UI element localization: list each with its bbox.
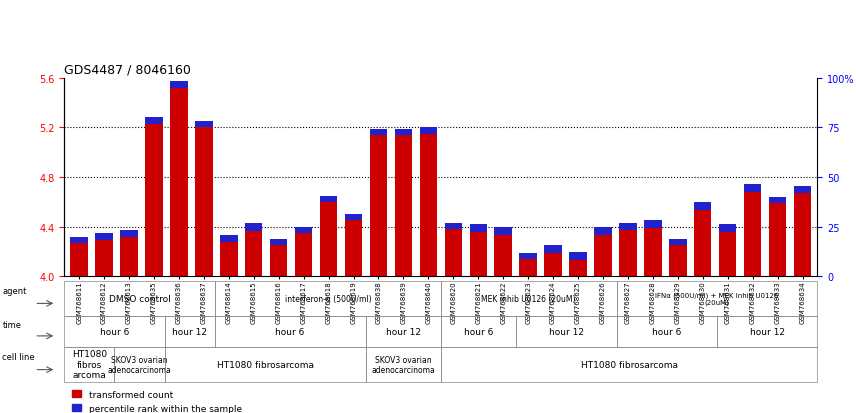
Bar	[245, 223, 263, 277]
Bar	[419, 128, 437, 277]
Text: DMSO control: DMSO control	[109, 294, 170, 303]
Bar	[419, 128, 437, 134]
Text: GDS4487 / 8046160: GDS4487 / 8046160	[64, 64, 191, 76]
Bar	[719, 225, 736, 277]
Bar	[769, 197, 787, 204]
Bar	[619, 223, 637, 277]
Bar	[669, 240, 687, 246]
Text: IFNα (500U/ml) + MEK inhib U0126
(20uM): IFNα (500U/ml) + MEK inhib U0126 (20uM)	[656, 292, 779, 305]
Text: hour 12: hour 12	[386, 327, 420, 336]
Bar	[470, 225, 487, 277]
Bar	[170, 82, 187, 277]
Bar	[270, 240, 288, 246]
Bar	[470, 225, 487, 233]
Bar	[520, 253, 537, 259]
Bar	[345, 215, 362, 277]
Text: hour 12: hour 12	[172, 327, 207, 336]
Text: HT1080 fibrosarcoma: HT1080 fibrosarcoma	[580, 360, 678, 369]
Bar	[544, 246, 562, 277]
Bar	[520, 253, 537, 277]
Bar	[195, 122, 212, 277]
Text: cell line: cell line	[3, 352, 35, 361]
Bar	[395, 129, 412, 277]
Text: hour 12: hour 12	[750, 327, 785, 336]
Bar	[794, 186, 811, 193]
Bar	[345, 215, 362, 221]
Bar	[495, 227, 512, 235]
Bar	[569, 252, 586, 260]
Text: hour 6: hour 6	[276, 327, 305, 336]
Bar	[295, 227, 312, 277]
Text: hour 6: hour 6	[464, 327, 493, 336]
Bar	[121, 231, 138, 237]
Text: hour 6: hour 6	[652, 327, 681, 336]
Bar	[644, 221, 662, 228]
Legend: transformed count, percentile rank within the sample: transformed count, percentile rank withi…	[68, 387, 246, 413]
Bar	[694, 202, 711, 277]
Bar	[220, 236, 238, 277]
Bar	[544, 246, 562, 254]
Text: HT1080
fibros
arcoma: HT1080 fibros arcoma	[72, 350, 107, 379]
Bar	[320, 196, 337, 277]
Text: agent: agent	[3, 286, 27, 295]
Bar	[594, 227, 612, 277]
Bar	[70, 237, 88, 243]
Text: hour 12: hour 12	[549, 327, 584, 336]
Bar	[95, 233, 113, 240]
Text: time: time	[3, 320, 21, 329]
Bar	[569, 252, 586, 277]
Text: hour 6: hour 6	[100, 327, 129, 336]
Bar	[444, 223, 462, 277]
Bar	[495, 227, 512, 277]
Bar	[794, 186, 811, 277]
Text: SKOV3 ovarian
adenocarcinoma: SKOV3 ovarian adenocarcinoma	[372, 355, 435, 374]
Bar	[744, 185, 761, 192]
Bar	[370, 129, 387, 277]
Text: HT1080 fibrosarcoma: HT1080 fibrosarcoma	[217, 360, 313, 369]
Bar	[744, 185, 761, 277]
Bar	[220, 236, 238, 242]
Bar	[395, 129, 412, 135]
Text: interferon-α (500U/ml): interferon-α (500U/ml)	[284, 294, 372, 303]
Bar	[95, 233, 113, 277]
Bar	[295, 227, 312, 233]
Bar	[694, 202, 711, 211]
Bar	[270, 240, 288, 277]
Bar	[146, 118, 163, 124]
Bar	[719, 225, 736, 232]
Text: SKOV3 ovarian
adenocarcinoma: SKOV3 ovarian adenocarcinoma	[108, 355, 171, 374]
Bar	[70, 237, 88, 277]
Bar	[619, 223, 637, 231]
Bar	[444, 223, 462, 230]
Bar	[146, 118, 163, 277]
Bar	[170, 82, 187, 88]
Bar	[769, 197, 787, 277]
Bar	[370, 129, 387, 135]
Bar	[195, 122, 212, 128]
Bar	[121, 231, 138, 277]
Bar	[669, 240, 687, 277]
Bar	[320, 196, 337, 202]
Text: MEK inhib U0126 (20uM): MEK inhib U0126 (20uM)	[481, 294, 576, 303]
Bar	[245, 223, 263, 232]
Bar	[594, 227, 612, 235]
Bar	[644, 221, 662, 277]
